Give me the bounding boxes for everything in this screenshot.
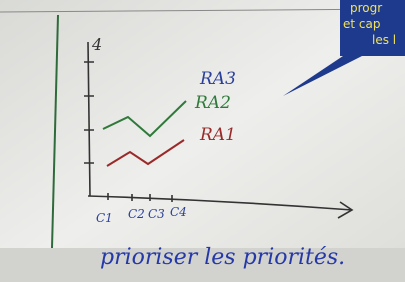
category: C4 bbox=[170, 205, 187, 219]
bubble-line: et cap bbox=[343, 17, 380, 31]
category: C2 bbox=[128, 207, 145, 221]
axis-max: 4 bbox=[91, 35, 102, 54]
label-ra2: RA2 bbox=[194, 93, 231, 113]
bubble-line: progr bbox=[350, 1, 382, 15]
category: C1 bbox=[96, 211, 113, 225]
bubble-line: les l bbox=[372, 33, 396, 47]
category: C3 bbox=[148, 207, 165, 221]
label-ra1: RA1 bbox=[199, 125, 236, 145]
label-ra3: RA3 bbox=[199, 69, 236, 89]
photo: 4 RA3 RA2 RA1 C1 C2 C3 C4 prioriser les … bbox=[0, 0, 405, 282]
caption: prioriser les priorités. bbox=[100, 245, 345, 270]
